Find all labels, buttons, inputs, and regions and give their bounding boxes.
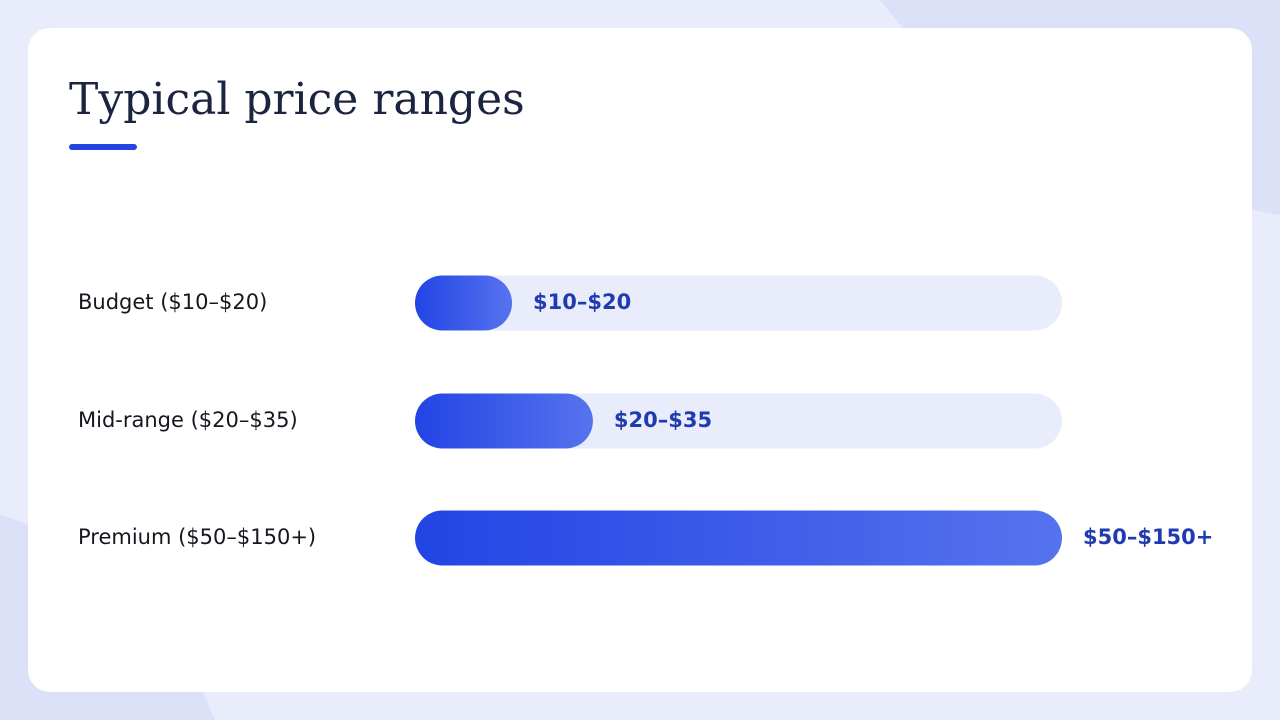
chart-title: Typical price ranges [69,74,525,125]
bar-value-label: $50–$150+ [1083,525,1213,549]
bar [415,275,513,331]
bar [415,393,593,449]
bar-value-label: $20–$35 [614,408,712,432]
category-label: Premium ($50–$150+) [78,525,316,549]
bar [415,510,1062,566]
card [28,28,1252,692]
title-underline [69,144,137,150]
category-label: Budget ($10–$20) [78,290,267,314]
plot: Budget ($10–$20) $10–$20 Mid-range ($20–$3… [78,275,1213,566]
bar-value-label: $10–$20 [533,290,631,314]
category-label: Mid-range ($20–$35) [78,408,298,432]
bar-track [415,275,1062,331]
